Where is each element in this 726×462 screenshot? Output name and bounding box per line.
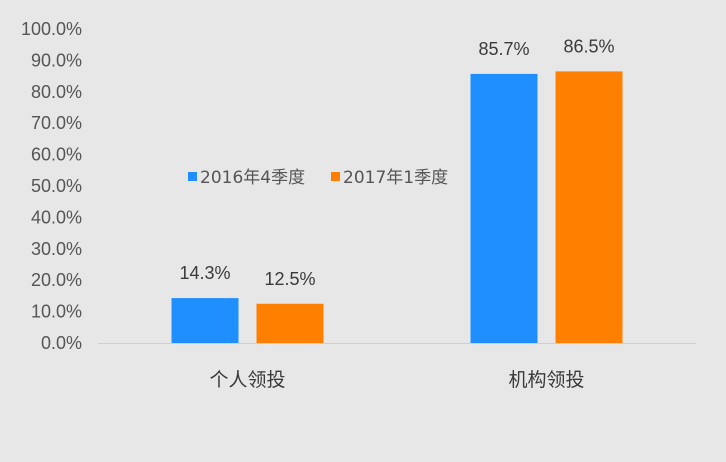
legend: 2016年4季度 2017年1季度 <box>188 168 448 188</box>
y-tick-label: 0.0% <box>41 333 82 353</box>
bar <box>470 73 538 343</box>
legend-label: 2017年1季度 <box>343 168 448 188</box>
data-label: 12.5% <box>264 269 315 289</box>
x-category-label: 个人领投 <box>209 369 285 391</box>
x-axis: 个人领投 机构领投 <box>98 343 696 391</box>
y-tick-label: 80.0% <box>31 82 82 102</box>
y-axis: 0.0% 10.0% 20.0% 30.0% 40.0% 50.0% 60.0% 70.0% 8… <box>21 19 82 353</box>
data-label: 86.5% <box>563 36 614 56</box>
y-tick-label: 60.0% <box>31 145 82 165</box>
y-tick-label: 90.0% <box>31 50 82 70</box>
y-tick-label: 20.0% <box>31 270 82 290</box>
y-tick-label: 50.0% <box>31 176 82 196</box>
legend-swatch <box>188 172 197 181</box>
bar <box>256 303 324 343</box>
x-category-label: 机构领投 <box>508 369 584 391</box>
y-tick-label: 40.0% <box>31 207 82 227</box>
legend-label: 2016年4季度 <box>200 168 305 188</box>
data-labels-group: 14.3% 12.5% 85.7% 86.5% <box>179 36 614 288</box>
bars-group <box>171 71 623 343</box>
y-tick-label: 10.0% <box>31 302 82 322</box>
data-label: 14.3% <box>179 263 230 283</box>
bar <box>555 71 623 343</box>
legend-swatch <box>331 172 340 181</box>
y-tick-label: 100.0% <box>21 19 82 39</box>
y-tick-label: 70.0% <box>31 113 82 133</box>
y-tick-label: 30.0% <box>31 239 82 259</box>
data-label: 85.7% <box>478 39 529 59</box>
bar <box>171 298 239 343</box>
